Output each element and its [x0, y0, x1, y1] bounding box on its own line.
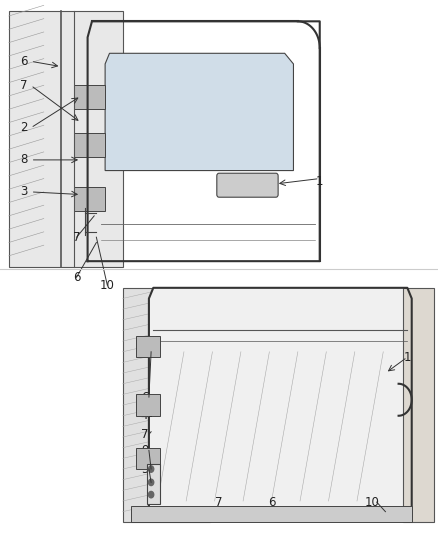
Text: 2: 2: [20, 122, 28, 134]
Bar: [136, 336, 160, 357]
Circle shape: [148, 479, 154, 486]
Bar: [74, 187, 105, 211]
Text: 6: 6: [73, 271, 81, 284]
Circle shape: [148, 466, 154, 472]
Bar: [403, 288, 434, 522]
Text: 6: 6: [141, 391, 148, 403]
Text: 5: 5: [141, 463, 148, 475]
Text: 1: 1: [403, 351, 411, 364]
Text: 8: 8: [21, 154, 28, 166]
Bar: [136, 448, 160, 469]
Polygon shape: [105, 53, 293, 171]
Text: 7: 7: [20, 79, 28, 92]
Text: 4: 4: [141, 409, 148, 422]
Bar: [74, 85, 105, 109]
Text: 7: 7: [141, 428, 148, 441]
Text: 9: 9: [141, 444, 148, 457]
Bar: [147, 464, 160, 504]
Text: 3: 3: [21, 185, 28, 198]
FancyBboxPatch shape: [9, 11, 123, 266]
Text: 6: 6: [20, 55, 28, 68]
Bar: [74, 133, 105, 157]
FancyBboxPatch shape: [123, 288, 210, 522]
Polygon shape: [149, 288, 412, 517]
FancyBboxPatch shape: [217, 173, 278, 197]
Text: 7: 7: [215, 496, 223, 508]
Text: 10: 10: [100, 279, 115, 292]
Bar: [136, 394, 160, 416]
Text: 6: 6: [268, 496, 276, 508]
Text: 10: 10: [365, 496, 380, 508]
Text: 1: 1: [316, 175, 324, 188]
Text: 7: 7: [73, 231, 81, 244]
Bar: [131, 506, 412, 522]
Circle shape: [148, 491, 154, 498]
